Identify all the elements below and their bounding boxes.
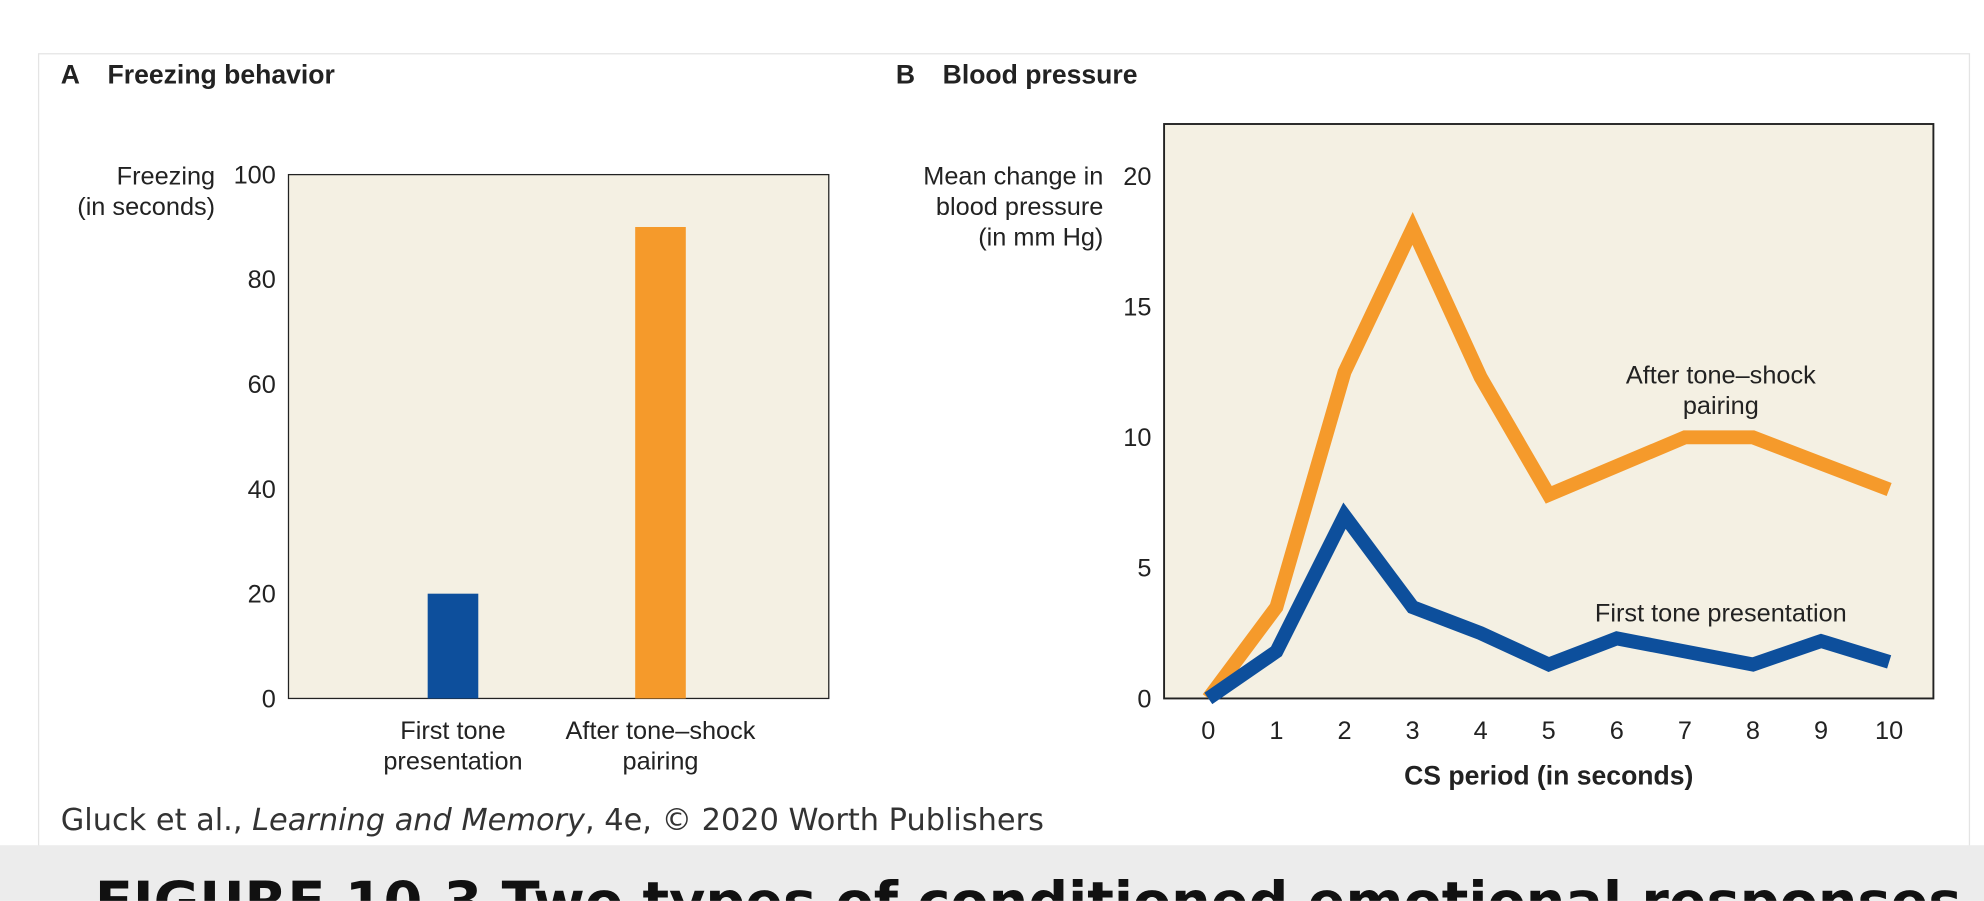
caption: FIGURE 10.3 Two types of conditioned emo…	[95, 871, 1984, 901]
y-tick-label: 0	[262, 685, 276, 713]
chart-title: Blood pressure	[943, 60, 1138, 90]
y-axis-label: Mean change in blood pressure (in mm Hg)	[923, 163, 1104, 252]
x-tick-label: 1	[1269, 717, 1283, 745]
y-tick-label: 10	[1123, 424, 1151, 452]
x-tick-label: 6	[1610, 717, 1624, 745]
credit-book: Learning and Memory	[252, 802, 585, 838]
y-tick-label: 5	[1137, 555, 1151, 583]
series-label: After tone–shock pairing	[1625, 361, 1816, 421]
y-tick-label: 20	[1123, 163, 1151, 191]
y-tick-label: 100	[234, 161, 276, 189]
credit-text: Gluck et al.,	[60, 802, 253, 838]
x-tick-label: 10	[1875, 717, 1903, 745]
bar	[427, 593, 479, 699]
caption-band: FIGURE 10.3 Two types of conditioned emo…	[0, 845, 1984, 901]
plot-area	[1163, 123, 1935, 700]
credit-text: , 4e, © 2020 Worth Publishers	[584, 802, 1044, 838]
credit: Gluck et al., Learning and Memory, 4e, ©…	[61, 802, 1044, 837]
y-tick-label: 15	[1123, 294, 1151, 322]
x-tick-label: 7	[1678, 717, 1692, 745]
x-tick-label: After tone–shock pairing	[565, 717, 756, 776]
line	[1202, 211, 1892, 703]
y-tick-label: 20	[248, 581, 276, 609]
x-axis-label: CS period (in seconds)	[1404, 760, 1693, 790]
panel-letter: B	[896, 60, 915, 90]
y-tick-label: 60	[248, 371, 276, 399]
y-tick-label: 0	[1137, 685, 1151, 713]
x-tick-label: 4	[1474, 717, 1488, 745]
x-tick-label: 5	[1542, 717, 1556, 745]
x-tick-label: 0	[1201, 717, 1215, 745]
chart-title: Freezing behavior	[108, 60, 335, 90]
x-tick-label: First tone presentation	[383, 717, 523, 776]
x-tick-label: 3	[1406, 717, 1420, 745]
x-tick-label: 9	[1814, 717, 1828, 745]
y-tick-label: 40	[248, 476, 276, 504]
line	[1204, 502, 1892, 705]
panel-letter: A	[61, 60, 80, 90]
x-tick-label: 8	[1746, 717, 1760, 745]
plot-area	[287, 173, 830, 700]
x-tick-label: 2	[1337, 717, 1351, 745]
y-axis-label: Freezing (in seconds)	[77, 163, 216, 222]
series-label: First tone presentation	[1594, 599, 1847, 628]
bar	[635, 226, 686, 699]
y-tick-label: 80	[248, 266, 276, 294]
